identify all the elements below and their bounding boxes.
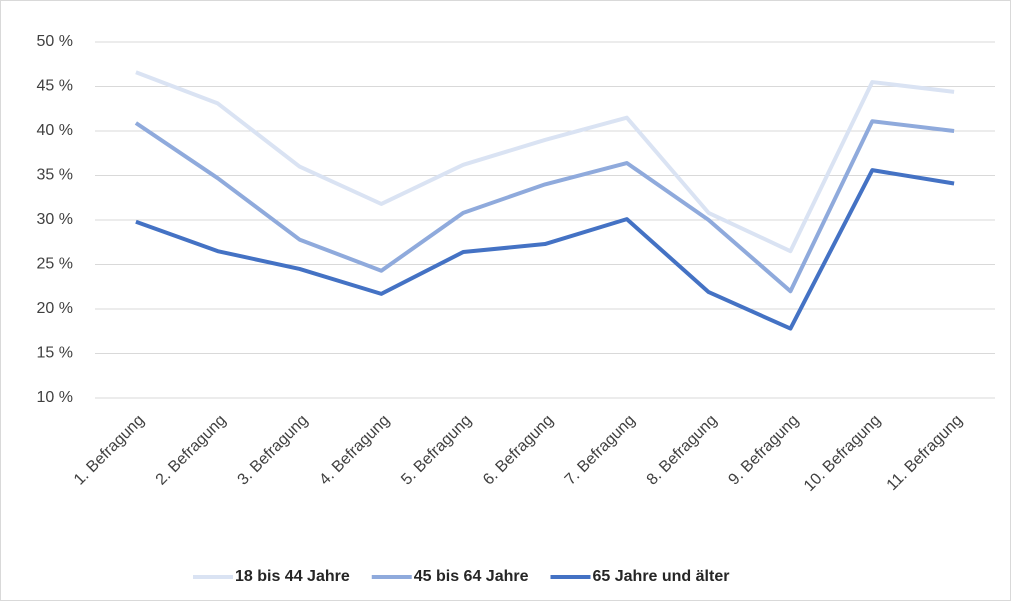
y-tick-label: 25 % [37, 256, 73, 273]
data-line [134, 119, 955, 294]
y-tick-label: 45 % [37, 78, 73, 95]
y-tick-label: 40 % [37, 122, 73, 139]
legend-label: 65 Jahre und älter [593, 568, 730, 585]
y-tick-label: 35 % [37, 167, 73, 184]
y-tick-label: 30 % [37, 211, 73, 228]
y-tick-label: 10 % [37, 389, 73, 406]
legend-label: 18 bis 44 Jahre [235, 568, 350, 585]
y-tick-label: 20 % [37, 300, 73, 317]
data-line [135, 168, 955, 331]
y-tick-label: 50 % [37, 33, 73, 50]
data-line [135, 70, 955, 254]
y-tick-label: 15 % [37, 345, 73, 362]
legend-label: 45 bis 64 Jahre [414, 568, 529, 585]
